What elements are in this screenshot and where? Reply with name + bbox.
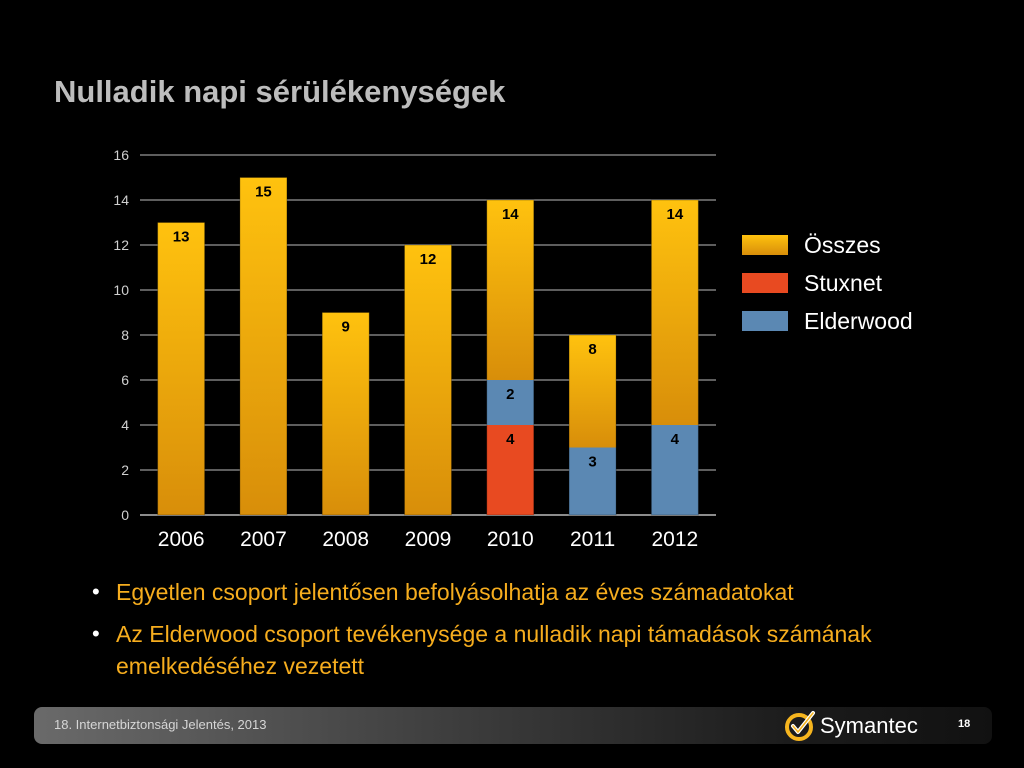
bar-outline: [157, 222, 206, 516]
bar-outline: [650, 199, 699, 516]
checkmark-circle-icon: [785, 711, 815, 741]
x-tick-label: 2007: [240, 528, 287, 551]
x-tick-label: 2009: [405, 528, 452, 551]
bar-outline: [404, 244, 452, 516]
bullet-dot-icon: •: [92, 579, 100, 604]
bar-elderwood: [569, 447, 617, 515]
footer-bar: 18. Internetbiztonsági Jelentés, 2013 Sy…: [34, 707, 992, 744]
bullet-dot-icon: •: [92, 621, 100, 646]
bullet-text: Az Elderwood csoport tevékenysége a null…: [116, 621, 872, 679]
bar-stuxnet: [486, 425, 534, 515]
bar-osszes: [157, 222, 205, 515]
bar-outline: [321, 312, 370, 516]
data-label: 14: [502, 206, 519, 223]
y-tick-label: 12: [113, 237, 129, 253]
data-label: 13: [173, 229, 190, 246]
y-tick-label: 8: [121, 327, 129, 343]
bar-osszes: [322, 312, 370, 515]
chart-legend: Összes Stuxnet Elderwood: [742, 226, 913, 340]
data-label: 9: [342, 319, 350, 336]
data-label: 14: [667, 206, 684, 223]
x-tick-label: 2006: [158, 528, 205, 551]
data-label: 12: [420, 251, 437, 268]
data-label: 3: [588, 454, 596, 471]
legend-label-osszes: Összes: [804, 231, 881, 258]
bullet-list: • Egyetlen csoport jelentősen befolyásol…: [92, 576, 892, 692]
slide-title: Nulladik napi sérülékenységek: [54, 74, 506, 109]
legend-item-osszes: Összes: [742, 226, 913, 264]
bar-osszes: [569, 335, 617, 448]
bar-outline: [568, 334, 617, 516]
data-label: 4: [506, 431, 515, 448]
legend-item-elderwood: Elderwood: [742, 302, 913, 340]
bar-osszes: [486, 200, 534, 380]
y-tick-label: 4: [121, 417, 129, 433]
bar-osszes: [651, 200, 699, 425]
legend-label-elderwood: Elderwood: [804, 307, 913, 334]
bar-outline: [486, 199, 535, 516]
y-tick-label: 0: [121, 507, 129, 523]
legend-label-stuxnet: Stuxnet: [804, 269, 882, 296]
x-tick-label: 2012: [651, 528, 698, 551]
y-tick-label: 14: [113, 192, 129, 208]
bar-osszes: [239, 177, 287, 515]
y-tick-label: 2: [121, 462, 129, 478]
y-tick-label: 16: [113, 147, 129, 163]
data-label: 8: [588, 341, 596, 358]
bar-osszes: [404, 245, 452, 515]
bar-elderwood: [651, 425, 699, 515]
symantec-logo: Symantec: [784, 710, 918, 742]
data-label: 15: [255, 184, 272, 201]
data-label: 2: [506, 386, 514, 403]
page-number: 18: [958, 718, 971, 730]
legend-swatch-stuxnet: [742, 273, 788, 293]
footer-text: 18. Internetbiztonsági Jelentés, 2013: [54, 717, 267, 732]
bullet-item: • Az Elderwood csoport tevékenysége a nu…: [92, 618, 892, 682]
y-tick-label: 6: [121, 372, 129, 388]
legend-item-stuxnet: Stuxnet: [742, 264, 913, 302]
x-tick-label: 2011: [570, 528, 615, 551]
bar-outline: [239, 177, 288, 516]
logo-wordmark: Symantec: [820, 713, 918, 738]
x-tick-label: 2010: [487, 528, 534, 551]
bar-elderwood: [486, 380, 534, 425]
legend-swatch-elderwood: [742, 311, 788, 331]
bullet-item: • Egyetlen csoport jelentősen befolyásol…: [92, 576, 892, 608]
legend-swatch-osszes: [742, 235, 788, 255]
x-tick-label: 2008: [322, 528, 369, 551]
data-label: 4: [671, 431, 680, 448]
y-tick-label: 10: [113, 282, 129, 298]
bullet-text: Egyetlen csoport jelentősen befolyásolha…: [116, 579, 794, 605]
